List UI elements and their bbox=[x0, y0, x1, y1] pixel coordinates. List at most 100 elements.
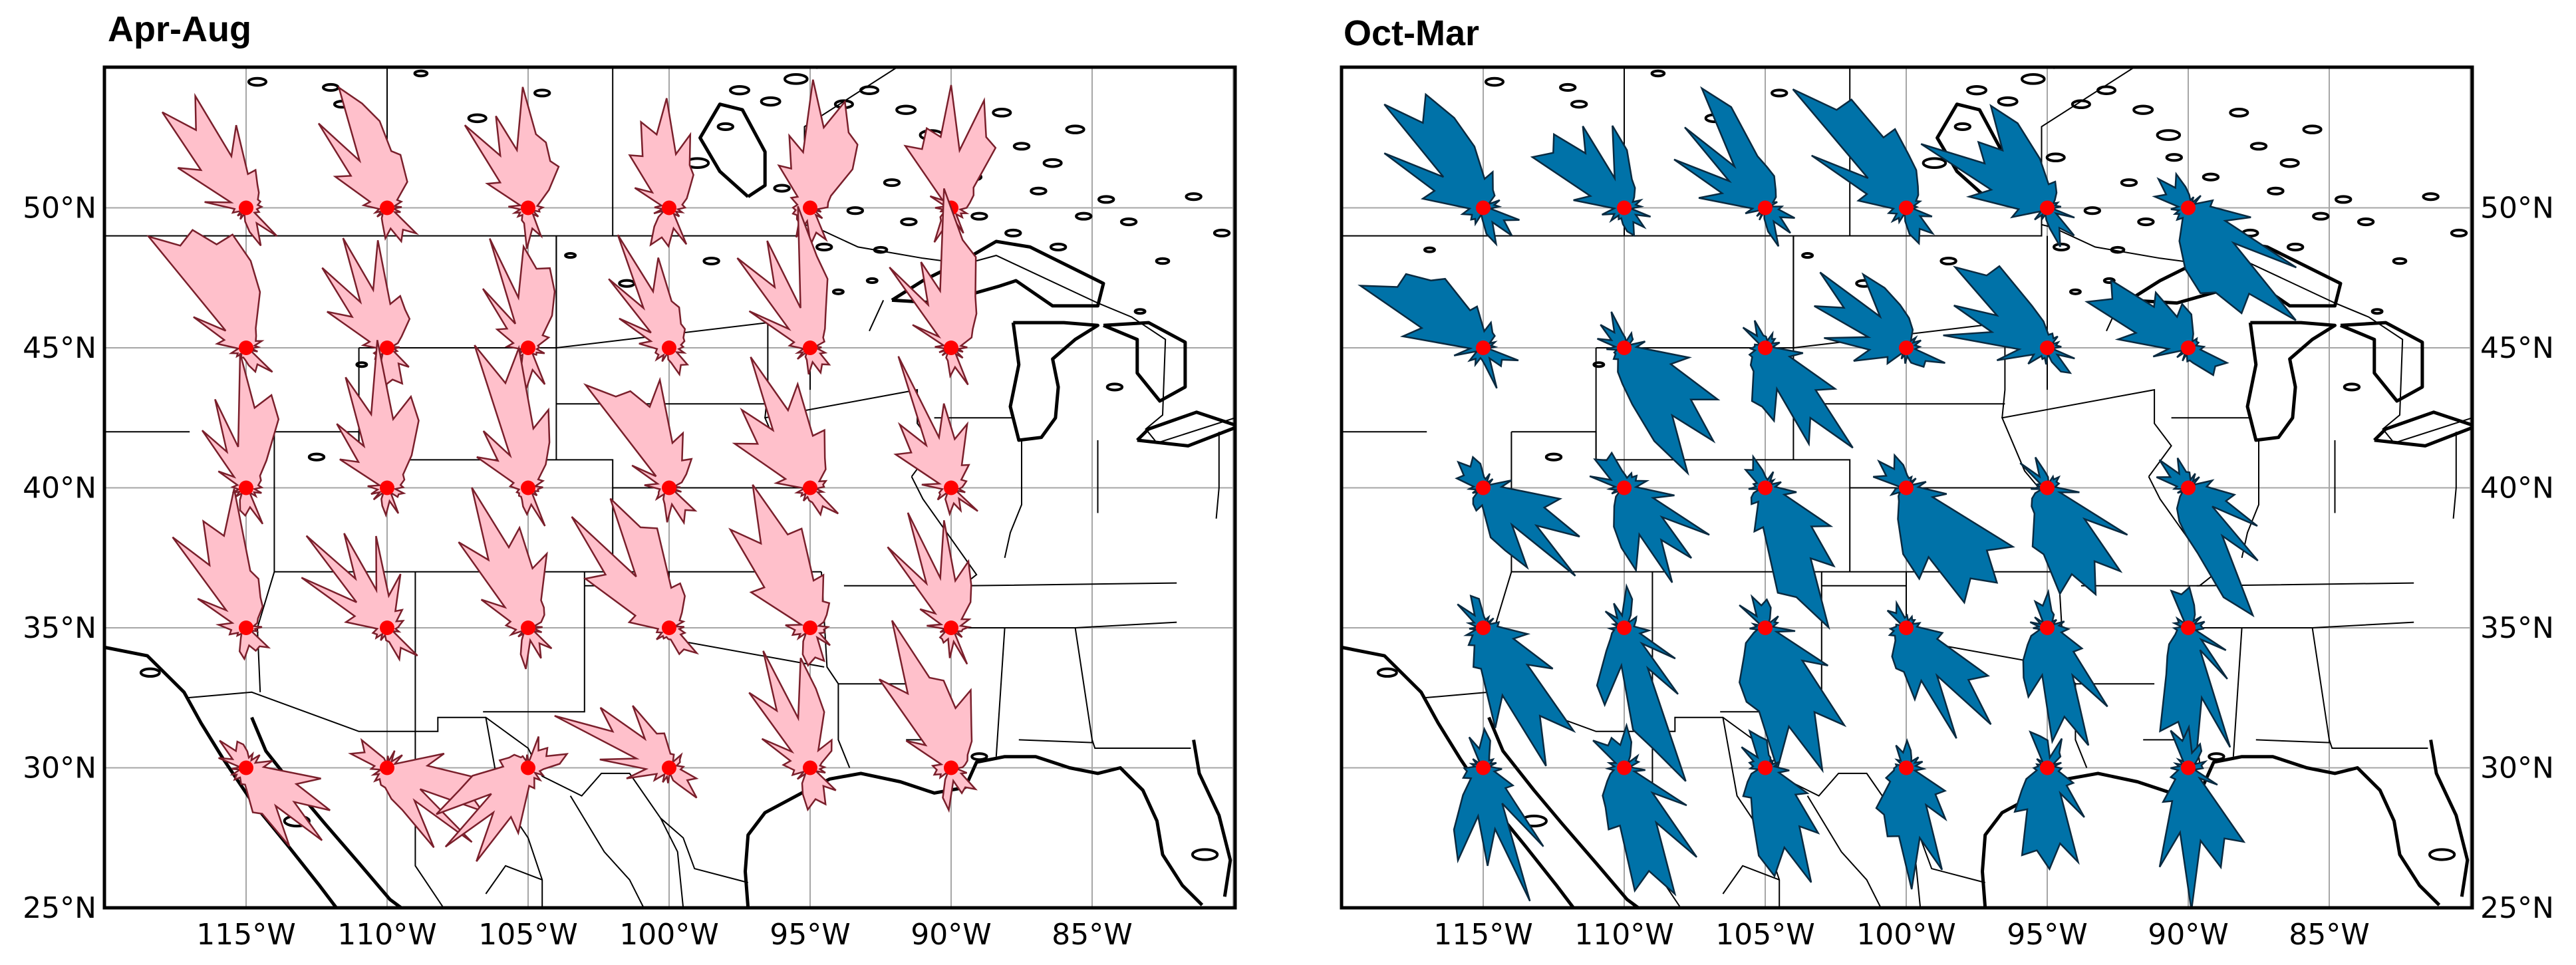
lake-island-outline bbox=[1939, 256, 1957, 266]
boundary-line bbox=[569, 795, 644, 908]
wind-rose-35n-95w bbox=[728, 484, 831, 667]
lake-island-outline bbox=[1030, 186, 1048, 196]
lake-island-outline bbox=[2045, 152, 2066, 163]
station-marker bbox=[1758, 341, 1773, 355]
station-marker bbox=[662, 341, 676, 355]
lake-island-outline bbox=[1484, 76, 1505, 87]
lake-island-outline bbox=[1133, 308, 1147, 315]
wind-rose-layer bbox=[146, 79, 997, 862]
coastline bbox=[2429, 739, 2470, 897]
wind-rose-40n-90w bbox=[2156, 457, 2259, 618]
lake-island-outline bbox=[2137, 217, 2155, 227]
lake-island-outline bbox=[1049, 242, 1068, 251]
station-marker bbox=[803, 200, 817, 215]
boundary-line bbox=[1215, 432, 1220, 519]
station-marker bbox=[944, 620, 958, 635]
wind-rose-30n-115w bbox=[1453, 726, 1544, 902]
lake-island-outline bbox=[2132, 104, 2154, 115]
lake-island-outline bbox=[1953, 122, 1971, 131]
station-marker bbox=[521, 341, 535, 355]
boundary-line bbox=[660, 817, 684, 908]
wind-rose-35n-100w bbox=[571, 497, 700, 656]
wind-rose-40n-115w bbox=[201, 352, 280, 525]
station-marker bbox=[1758, 480, 1773, 495]
lake-island-outline bbox=[1155, 257, 1171, 265]
lake-island-outline bbox=[1119, 217, 1138, 227]
coastline bbox=[1487, 716, 1640, 908]
lake-island-outline bbox=[1242, 146, 1257, 152]
lake-island-outline bbox=[307, 452, 326, 462]
lake-island-outline bbox=[831, 288, 845, 295]
lake-island-outline bbox=[1997, 96, 2019, 107]
station-marker bbox=[2181, 760, 2196, 775]
boundary-line bbox=[2329, 740, 2428, 749]
wind-rose-45n-100w bbox=[608, 234, 690, 377]
station-marker bbox=[2181, 341, 2196, 355]
coastline bbox=[2052, 67, 2057, 69]
station-marker bbox=[1899, 760, 1914, 775]
lake-island-outline bbox=[2102, 277, 2116, 284]
lake-island-outline bbox=[2071, 99, 2091, 110]
station-marker bbox=[1617, 200, 1632, 215]
station-marker bbox=[944, 341, 958, 355]
y-tick-label: 40°N bbox=[23, 472, 96, 505]
coastline bbox=[1342, 646, 1575, 908]
coastline bbox=[815, 67, 819, 69]
y-tick-label: 30°N bbox=[2480, 752, 2554, 785]
lake-island-outline bbox=[865, 277, 879, 284]
lake-island-outline bbox=[1042, 158, 1063, 168]
lake-island-outline bbox=[1966, 84, 1987, 96]
y-tick-label: 45°N bbox=[23, 331, 96, 365]
station-marker bbox=[803, 341, 817, 355]
lake-island-outline bbox=[2428, 848, 2456, 861]
station-marker bbox=[1899, 620, 1914, 635]
lake-island-outline bbox=[1004, 228, 1022, 237]
lake-island-outline bbox=[1376, 667, 1398, 678]
lake-island-outline bbox=[2021, 73, 2046, 85]
lake-island-outline bbox=[2422, 192, 2440, 202]
lake-island-outline bbox=[2450, 228, 2468, 237]
wind-rose-40n-105w bbox=[1743, 454, 1836, 630]
wind-rose-30n-100w bbox=[554, 705, 699, 799]
lake-island-outline bbox=[355, 361, 368, 368]
y-tick-labels: 25°N 30°N 35°N 40°N 45°N 50°N bbox=[2480, 192, 2554, 926]
wind-rose-50n-100w bbox=[1792, 88, 1935, 245]
station-marker bbox=[521, 760, 535, 775]
boundary-line bbox=[2001, 388, 2172, 489]
lake-island-outline bbox=[2208, 752, 2225, 761]
station-marker bbox=[1899, 341, 1914, 355]
lake-island-outline bbox=[815, 242, 833, 251]
station-marker bbox=[1476, 200, 1491, 215]
x-tick-label: 95°W bbox=[2007, 918, 2088, 952]
lake-island-outline bbox=[1559, 82, 1577, 92]
station-marker bbox=[803, 760, 817, 775]
station-marker bbox=[380, 341, 394, 355]
wind-rose-45n-100w bbox=[1814, 271, 1945, 368]
boundary-line bbox=[1342, 223, 2472, 444]
station-marker bbox=[239, 480, 253, 495]
coastline bbox=[744, 755, 1204, 908]
wind-rose-45n-105w bbox=[482, 238, 556, 389]
lake-island-outline bbox=[2279, 158, 2300, 168]
lake-island-outline bbox=[2480, 146, 2494, 152]
boundary-line bbox=[869, 299, 885, 332]
boundary-line bbox=[2182, 621, 2414, 628]
station-marker bbox=[2181, 200, 2196, 215]
wind-rose-45n-90w bbox=[889, 188, 978, 386]
boundary-line bbox=[1806, 795, 1882, 908]
lake-island-outline bbox=[1012, 142, 1031, 151]
station-marker bbox=[380, 760, 394, 775]
lake-island-outline bbox=[2286, 242, 2305, 251]
station-marker bbox=[2040, 620, 2055, 635]
y-tick-label: 25°N bbox=[23, 891, 96, 925]
lake-island-outline bbox=[2096, 85, 2117, 95]
lake-island-outline bbox=[1191, 848, 1219, 861]
station-marker bbox=[1899, 480, 1914, 495]
map-panel-oct-mar: 115°W 110°W 105°W 100°W 95°W 90°W 85°W 25°N 30°… bbox=[1340, 65, 2554, 952]
lake-island-outline bbox=[2069, 288, 2082, 295]
station-marker bbox=[944, 760, 958, 775]
lake-island-outline bbox=[1065, 124, 1085, 134]
station-marker bbox=[521, 480, 535, 495]
lake-island-outline bbox=[2165, 153, 2183, 162]
